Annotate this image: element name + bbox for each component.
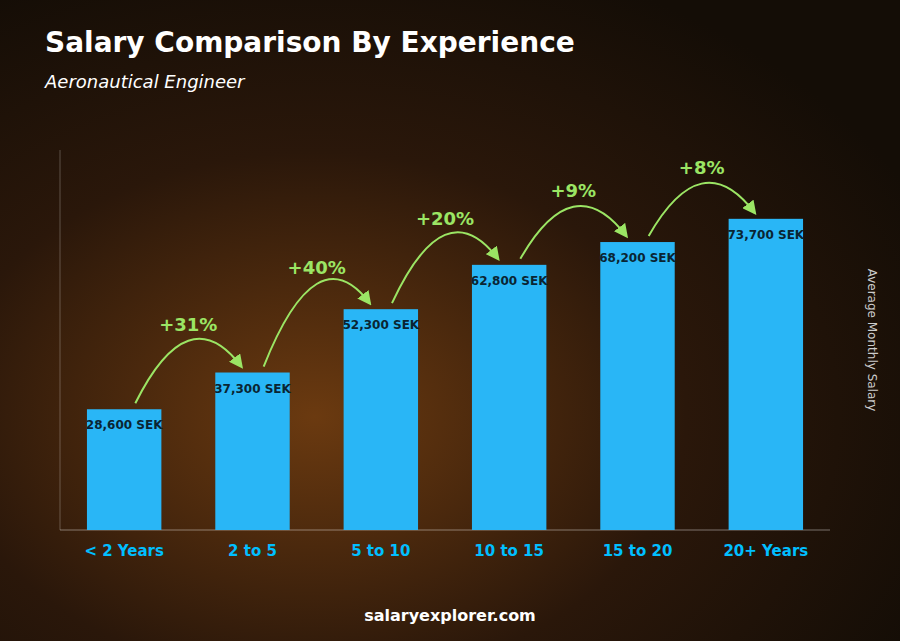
category-label: 15 to 20 <box>603 542 673 560</box>
title: Salary Comparison By Experience <box>45 26 575 59</box>
category-label: 5 to 10 <box>351 542 410 560</box>
chart-svg: Salary Comparison By Experience Aeronauti… <box>0 0 900 641</box>
source: salaryexplorer.com <box>364 606 536 625</box>
change-arrow <box>392 232 498 303</box>
change-arrow <box>264 279 370 366</box>
bar <box>215 373 289 530</box>
baseline <box>60 530 830 531</box>
change-label: +31% <box>159 314 217 335</box>
data-label: 68,200 SEK <box>599 251 676 265</box>
change-arrow <box>520 206 626 259</box>
category-label: 20+ Years <box>723 542 808 560</box>
data-label: 37,300 SEK <box>214 382 291 396</box>
y-axis-label: Average Monthly Salary <box>865 269 879 412</box>
data-label: 73,700 SEK <box>728 228 805 242</box>
bar <box>729 219 803 530</box>
change-label: +40% <box>288 257 346 278</box>
bar <box>600 242 674 530</box>
change-arrow <box>135 339 241 403</box>
bar <box>472 265 546 530</box>
change-label: +20% <box>416 208 474 229</box>
data-label: 52,300 SEK <box>343 318 420 332</box>
change-label: +9% <box>551 180 597 201</box>
category-label: < 2 Years <box>84 542 164 560</box>
chart-root: Salary Comparison By Experience Aeronauti… <box>0 0 900 641</box>
bar <box>344 309 418 530</box>
value-axis-line <box>60 150 61 530</box>
change-label: +8% <box>679 157 725 178</box>
data-label: 28,600 SEK <box>86 418 163 432</box>
bars <box>87 219 803 530</box>
change-arrow <box>649 183 755 236</box>
category-label: 2 to 5 <box>228 542 277 560</box>
subtitle: Aeronautical Engineer <box>44 71 246 92</box>
background <box>0 0 900 641</box>
data-label: 62,800 SEK <box>471 274 548 288</box>
category-label: 10 to 15 <box>474 542 544 560</box>
